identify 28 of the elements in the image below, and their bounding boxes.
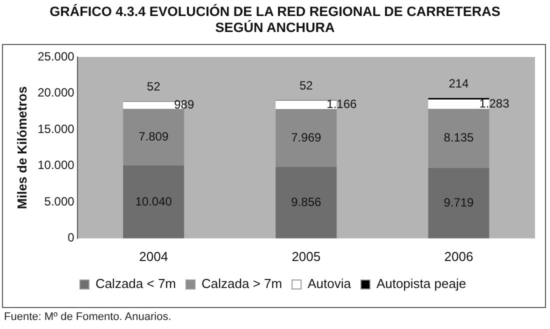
y-tick-label: 25.000 [38, 49, 75, 64]
y-tick-label: 10.000 [38, 158, 75, 172]
y-tick-label: 0 [68, 230, 75, 245]
data-label: 7.809 [138, 130, 169, 144]
x-tick-label: 2006 [444, 248, 474, 264]
data-label: 989 [174, 98, 194, 112]
legend-label: Calzada > 7m [202, 276, 282, 292]
chart-title: GRÁFICO 4.3.4 EVOLUCIÓN DE LA RED REGIONAL DE CARRETERAS SEGÚN ANCHURA [48, 4, 502, 36]
x-tick-label: 2005 [292, 248, 321, 264]
legend-label: Calzada < 7m [95, 276, 176, 292]
x-tick-label: 2004 [139, 248, 168, 264]
data-label: 52 [146, 80, 161, 94]
data-label: 52 [299, 78, 314, 93]
y-tick-label: 20.000 [38, 86, 75, 100]
data-label: 7.969 [291, 130, 322, 144]
data-label: 10.040 [135, 194, 172, 208]
data-label: 1.166 [326, 97, 358, 112]
data-label: 8.135 [444, 130, 474, 145]
y-tick-label: 5.000 [44, 194, 75, 208]
y-axis-title: Miles de Kilómetros [14, 86, 30, 210]
source-note: Fuente: Mº de Fomento. Anuarios. [4, 311, 172, 323]
y-tick-label: 15.000 [38, 122, 75, 136]
data-label: 1.283 [479, 96, 510, 111]
legend-label: Autovia [308, 276, 352, 292]
data-label: 9.719 [444, 195, 474, 210]
legend-label: Autopista peaje [376, 276, 466, 292]
data-label: 214 [448, 76, 470, 90]
data-label: 9.856 [291, 194, 322, 209]
